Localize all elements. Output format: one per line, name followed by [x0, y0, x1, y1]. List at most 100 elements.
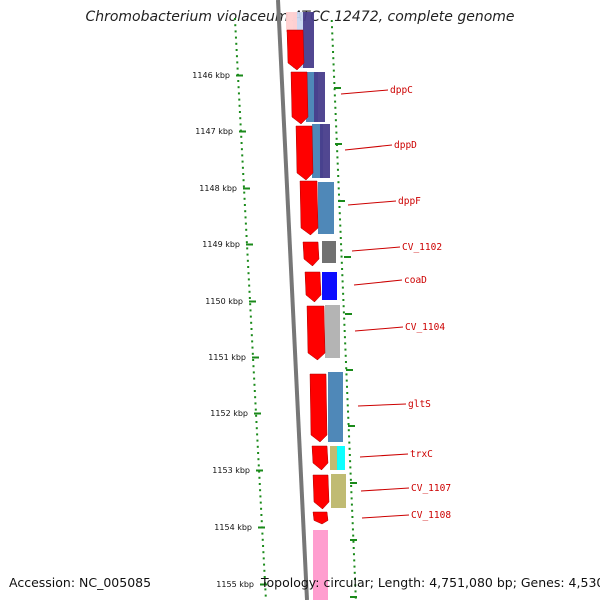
gene-label: CV_1108: [411, 510, 451, 521]
leader-line: [340, 89, 389, 95]
minor-tick-dot: [340, 243, 343, 246]
minor-tick-dot: [261, 538, 264, 541]
minor-tick-dot: [250, 321, 253, 324]
minor-tick-dot: [260, 514, 263, 516]
minor-tick-dot: [336, 162, 339, 165]
minor-tick-dot: [237, 92, 240, 95]
minor-tick-dot: [345, 385, 348, 388]
minor-tick-dot: [247, 266, 250, 268]
minor-tick-dot: [248, 290, 251, 293]
cog-block: [303, 12, 314, 68]
minor-tick-dot: [242, 173, 245, 175]
minor-tick-dot: [352, 547, 355, 549]
minor-tick-dot: [238, 104, 241, 107]
tick-label: 1154 kbp: [214, 523, 252, 532]
minor-tick-dot: [334, 106, 337, 109]
minor-tick-dot: [235, 49, 238, 51]
minor-tick-dot: [239, 123, 242, 126]
minor-tick-dot: [264, 594, 267, 597]
minor-tick-dot: [240, 148, 243, 151]
minor-tick-dot: [341, 274, 344, 277]
minor-tick-dot: [241, 160, 244, 163]
minor-tick-dot: [257, 464, 260, 467]
minor-tick-dot: [242, 179, 245, 182]
cog-block: [331, 474, 346, 508]
gene-arrow: [306, 305, 326, 361]
minor-tick-dot: [235, 42, 238, 45]
minor-tick-dot: [342, 311, 345, 314]
gene-arrow: [311, 445, 329, 471]
minor-tick-dot: [257, 458, 260, 461]
minor-tick-dot: [335, 137, 338, 140]
minor-tick-dot: [334, 100, 337, 103]
minor-tick-dot: [353, 565, 356, 568]
tick-label: 1151 kbp: [208, 353, 246, 362]
minor-tick-dot: [235, 55, 238, 58]
gene-arrow: [295, 125, 314, 181]
minor-tick-dot: [252, 371, 255, 374]
genome-backbone: [276, 0, 309, 600]
minor-tick-dot: [256, 445, 259, 448]
minor-tick-dot: [237, 80, 240, 82]
minor-tick-dot: [238, 98, 241, 101]
minor-tick-dot: [249, 309, 252, 312]
minor-tick-dot: [344, 342, 347, 345]
minor-tick-dot: [348, 454, 351, 456]
cog-block: [322, 272, 337, 300]
minor-tick-dot: [335, 131, 338, 134]
minor-tick-dot: [251, 352, 254, 355]
minor-tick-dot: [344, 348, 347, 351]
minor-tick-dot: [351, 509, 354, 512]
cog-block: [312, 124, 323, 178]
minor-tick-dot: [239, 117, 242, 120]
minor-tick-dot: [339, 218, 342, 221]
minor-tick-dot: [330, 20, 333, 22]
gene-arrow: [286, 29, 305, 71]
tick-label: 1150 kbp: [205, 297, 243, 306]
gene-label: CV_1104: [405, 322, 445, 333]
minor-tick-dot: [259, 501, 262, 504]
minor-tick-dot: [350, 503, 353, 506]
minor-tick-dot: [234, 24, 237, 27]
minor-tick-dot: [351, 522, 354, 525]
minor-tick-dot: [251, 340, 254, 343]
cog-block: [313, 530, 328, 600]
minor-tick-dot: [337, 181, 340, 184]
minor-tick-dot: [244, 222, 247, 225]
tick-label: 1155 kbp: [216, 580, 254, 589]
leader-line: [360, 487, 410, 492]
cog-feature-track: [286, 12, 346, 600]
minor-tick-dot: [258, 470, 261, 473]
minor-tick-dot: [353, 571, 356, 574]
tick-label: 1147 kbp: [195, 127, 233, 136]
tick-label: 1148 kbp: [199, 184, 237, 193]
minor-tick-dot: [350, 485, 353, 487]
minor-tick-dot: [236, 67, 239, 70]
cog-block: [337, 446, 345, 470]
minor-tick-dot: [233, 18, 236, 20]
minor-tick-dot: [264, 582, 267, 585]
leader-line: [344, 144, 393, 151]
minor-tick-dot: [346, 398, 349, 401]
minor-tick-dot: [337, 193, 340, 196]
major-ticks: 1146 kbp 1147 kbp 1148 kbp 1149 kbp 1150 kbp…: [192, 71, 357, 598]
minor-tick-dot: [342, 292, 345, 295]
minor-tick-dot: [336, 150, 339, 153]
minor-tick-dot: [241, 166, 244, 169]
minor-tick-dot: [352, 540, 355, 543]
leader-line: [353, 279, 403, 286]
minor-tick-dot: [246, 253, 249, 256]
minor-tick-dot: [349, 478, 352, 481]
minor-tick-dot: [351, 516, 354, 518]
minor-tick-dot: [263, 576, 266, 578]
minor-tick-dot: [346, 392, 349, 394]
minor-tick-dot: [345, 367, 348, 370]
minor-tick-dot: [250, 328, 253, 330]
label-leader-lines: [340, 89, 410, 519]
minor-tick-dot: [253, 377, 256, 380]
minor-tick-dot: [352, 553, 355, 556]
gene-arrow: [304, 271, 322, 303]
minor-tick-dot: [256, 439, 259, 442]
